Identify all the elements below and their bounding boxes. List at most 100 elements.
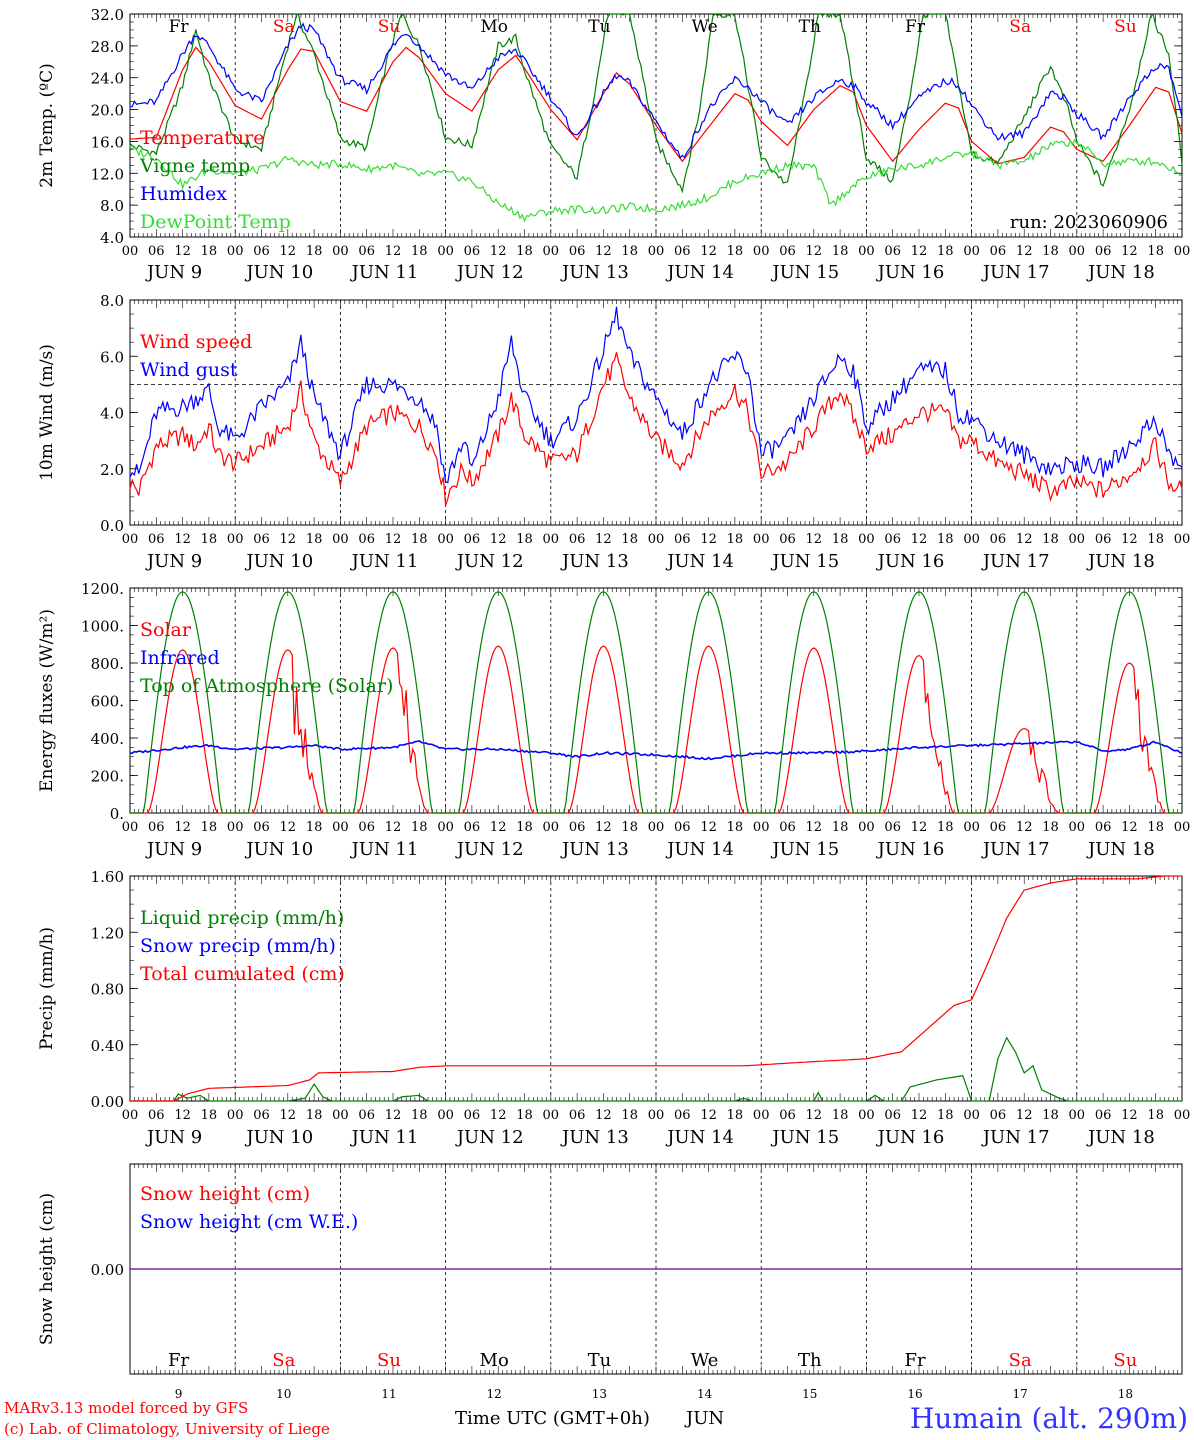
- x-hour-label: 12: [806, 244, 823, 259]
- legend-entry: Snow precip (mm/h): [140, 935, 336, 957]
- x-axis-month: JUN: [684, 1408, 724, 1429]
- y-tick-label: 1000.: [81, 618, 124, 636]
- x-date-label: JUN 12: [455, 551, 524, 572]
- x-hour-label: 18: [832, 820, 849, 835]
- x-date-label: JUN 9: [145, 551, 202, 572]
- x-hour-label: 00: [543, 1108, 560, 1123]
- x-hour-label: 00: [858, 820, 875, 835]
- y-tick-label: 0.00: [91, 1261, 124, 1279]
- x-hour-label: 12: [385, 532, 402, 547]
- x-hour-label: 18: [832, 1108, 849, 1123]
- x-hour-label: 06: [358, 820, 375, 835]
- x-date-label: JUN 12: [455, 262, 524, 283]
- x-hour-label: 12: [490, 244, 507, 259]
- x-hour-label: 18: [727, 244, 744, 259]
- day-number-label: 15: [802, 1387, 817, 1401]
- day-number-label: 12: [487, 1387, 502, 1401]
- weekday-label: Fr: [905, 17, 926, 37]
- y-axis-label: 10m Wind (m/s): [37, 344, 57, 481]
- weekday-label: Mo: [480, 1350, 509, 1371]
- x-hour-label: 00: [437, 1108, 454, 1123]
- x-hour-label: 12: [700, 820, 717, 835]
- weekday-label: Tu: [588, 1350, 612, 1371]
- x-date-label: JUN 10: [244, 551, 313, 572]
- day-number-label: 17: [1013, 1387, 1028, 1401]
- x-hour-label: 06: [674, 532, 691, 547]
- x-date-label: JUN 10: [244, 839, 313, 860]
- y-tick-label: 0.00: [91, 1093, 124, 1111]
- x-hour-label: 18: [201, 820, 218, 835]
- x-hour-label: 06: [779, 244, 796, 259]
- y-tick-label: 1.60: [91, 868, 124, 886]
- x-date-label: JUN 14: [665, 839, 734, 860]
- x-date-label: JUN 18: [1086, 551, 1155, 572]
- day-number-label: 18: [1118, 1387, 1133, 1401]
- x-date-label: JUN 15: [770, 551, 839, 572]
- legend-entry: Infrared: [140, 647, 220, 669]
- weekday-label: Su: [377, 1350, 401, 1371]
- weekday-label: Su: [1114, 17, 1137, 37]
- x-date-label: JUN 9: [145, 262, 202, 283]
- x-hour-label: 06: [358, 532, 375, 547]
- panel-temperature: 32.0 28.0 24.0 20.0 16.0 12.0 8.0 4.0 2m Temp. (…: [37, 6, 1190, 283]
- x-date-label: JUN 14: [665, 262, 734, 283]
- x-hour-label: 12: [174, 244, 191, 259]
- x-hour-label: 18: [516, 532, 533, 547]
- x-hour-label: 12: [911, 820, 928, 835]
- x-date-label: JUN 12: [455, 839, 524, 860]
- x-hour-label: 00: [1174, 1108, 1191, 1123]
- x-hour-label: 12: [700, 1108, 717, 1123]
- legend-entry: Total cumulated (cm): [140, 963, 345, 985]
- x-hour-label: 18: [1042, 244, 1059, 259]
- x-hour-label: 12: [595, 1108, 612, 1123]
- y-tick-label: 32.0: [91, 6, 124, 24]
- x-hour-label: 06: [253, 532, 270, 547]
- x-hour-label: 06: [779, 532, 796, 547]
- legend-entry: Temperature: [140, 127, 264, 149]
- x-hour-label: 00: [963, 820, 980, 835]
- x-hour-label: 12: [385, 820, 402, 835]
- weekday-label: Tu: [588, 17, 610, 37]
- x-hour-label: 06: [148, 1108, 165, 1123]
- x-hour-label: 00: [437, 820, 454, 835]
- y-tick-label: 8.0: [100, 292, 124, 310]
- x-hour-label: 12: [911, 244, 928, 259]
- legend-entry: Solar: [140, 619, 192, 641]
- series-line-blue: [130, 740, 1183, 761]
- x-hour-label: 00: [332, 532, 349, 547]
- series-line-red: [129, 352, 1183, 506]
- x-hour-label: 12: [490, 532, 507, 547]
- x-hour-label: 18: [411, 1108, 428, 1123]
- x-hour-label: 18: [306, 532, 323, 547]
- x-hour-label: 00: [122, 1108, 139, 1123]
- x-hour-label: 18: [832, 532, 849, 547]
- x-hour-label: 00: [1069, 532, 1086, 547]
- x-hour-label: 06: [569, 820, 586, 835]
- x-hour-label: 18: [621, 1108, 638, 1123]
- x-hour-label: 00: [858, 1108, 875, 1123]
- y-tick-label: 4.0: [100, 405, 124, 423]
- x-hour-label: 06: [253, 244, 270, 259]
- x-hour-label: 06: [253, 820, 270, 835]
- x-hour-label: 06: [464, 1108, 481, 1123]
- credit-lab: (c) Lab. of Climatology, University of L…: [4, 1420, 330, 1438]
- x-date-label: JUN 12: [455, 1127, 524, 1148]
- x-hour-label: 06: [358, 244, 375, 259]
- x-hour-label: 18: [832, 244, 849, 259]
- x-hour-label: 18: [201, 1108, 218, 1123]
- x-hour-label: 00: [648, 820, 665, 835]
- x-hour-label: 00: [1069, 244, 1086, 259]
- x-hour-label: 18: [516, 820, 533, 835]
- x-date-label: JUN 11: [350, 551, 419, 572]
- x-date-label: JUN 15: [770, 1127, 839, 1148]
- y-axis-label: 2m Temp. (ºC): [37, 63, 57, 188]
- weekday-label: Fr: [904, 1350, 925, 1371]
- x-date-label: JUN 13: [560, 551, 629, 572]
- legend-entry: Wind gust: [140, 359, 238, 381]
- legend-entry: Top of Atmosphere (Solar): [140, 675, 393, 697]
- x-hour-label: 00: [122, 820, 139, 835]
- day-number-label: 14: [697, 1387, 713, 1401]
- weekday-label: Mo: [480, 17, 508, 37]
- x-hour-label: 18: [621, 820, 638, 835]
- legend-entry: DewPoint Temp: [140, 211, 291, 233]
